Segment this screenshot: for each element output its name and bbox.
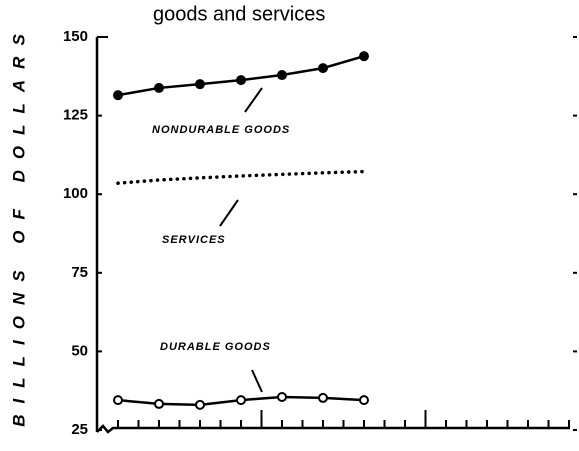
leader-line bbox=[244, 87, 263, 113]
chart-title: goods and services bbox=[153, 3, 325, 25]
y-tick-label: 50 bbox=[71, 342, 88, 359]
series-label: NONDURABLE GOODS bbox=[152, 124, 290, 136]
y-tick-label: 150 bbox=[63, 28, 88, 45]
point bbox=[277, 391, 287, 402]
series-label: DURABLE GOODS bbox=[160, 341, 271, 353]
point bbox=[195, 399, 205, 410]
point bbox=[113, 90, 123, 101]
series-label: SERVICES bbox=[162, 234, 226, 246]
y-tick-label: 125 bbox=[63, 107, 88, 124]
leader-line bbox=[251, 369, 263, 393]
point bbox=[318, 392, 328, 403]
point bbox=[318, 63, 328, 74]
point bbox=[359, 395, 369, 406]
point bbox=[236, 395, 246, 406]
y-tick-label: 25 bbox=[71, 421, 88, 438]
series-line bbox=[116, 169, 366, 185]
point bbox=[195, 79, 205, 90]
point bbox=[154, 82, 164, 93]
leader-line bbox=[219, 199, 239, 227]
point bbox=[359, 51, 369, 62]
point bbox=[154, 398, 164, 409]
y-tick-label: 75 bbox=[71, 264, 88, 281]
y-axis-label: BILLIONS OF DOLLARS bbox=[9, 23, 28, 427]
x-axis bbox=[96, 424, 570, 434]
y-tick-label: 100 bbox=[63, 185, 88, 202]
point bbox=[236, 75, 246, 86]
point bbox=[113, 395, 123, 406]
point bbox=[277, 70, 287, 81]
